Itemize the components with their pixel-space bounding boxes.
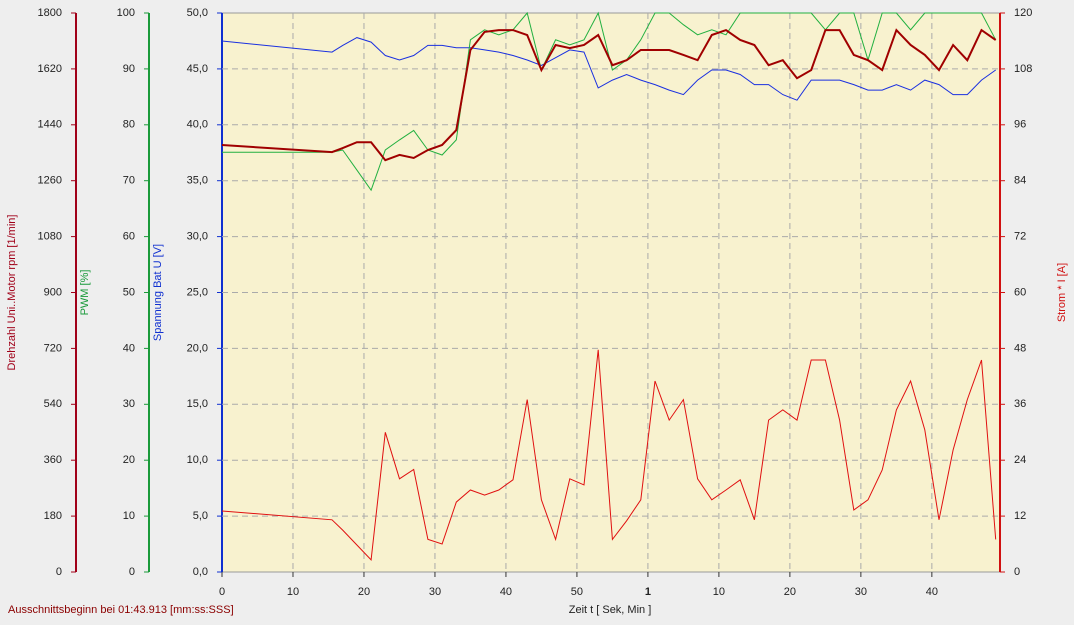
y-tick-label: 35,0 [187,175,208,187]
y-tick-label: 0,0 [193,566,208,578]
y-tick-label: 720 [44,342,62,354]
y-tick-label: 45,0 [187,63,208,75]
y-tick-label: 72 [1014,231,1026,243]
x-tick-label: 50 [571,586,583,598]
y-tick-label: 120 [1014,7,1032,19]
y-tick-label: 20 [123,454,135,466]
y-tick-label: 12 [1014,510,1026,522]
y-tick-label: 24 [1014,454,1026,466]
y-tick-label: 10,0 [187,454,208,466]
x-tick-label: 40 [500,586,512,598]
y-axis-label: Drehzahl Uni..Motor rpm [1/min] [6,215,18,371]
data-line [221,37,996,101]
y-tick-label: 48 [1014,342,1026,354]
y-axis-label: Spannung Bat U [V] [152,244,164,341]
y-tick-label: 30,0 [187,231,208,243]
x-tick-label: 10 [713,586,725,598]
y-tick-label: 70 [123,175,135,187]
x-tick-label: 40 [926,586,938,598]
x-axis-label: Zeit t [ Sek, Min ] [569,604,652,616]
x-tick-label: 20 [358,586,370,598]
y-tick-label: 0 [129,566,135,578]
y-tick-label: 360 [44,454,62,466]
x-tick-label: 30 [855,586,867,598]
y-tick-label: 1080 [38,231,62,243]
y-tick-label: 40 [123,342,135,354]
y-tick-label: 1620 [38,63,62,75]
data-line [221,28,997,162]
y-tick-label: 36 [1014,398,1026,410]
x-tick-label: 10 [287,586,299,598]
y-tick-label: 108 [1014,63,1032,75]
y-tick-label: 80 [123,119,135,131]
y-tick-label: 25,0 [187,286,208,298]
y-axis-label: PWM [%] [79,270,91,316]
y-tick-label: 1800 [38,7,62,19]
y-tick-label: 84 [1014,175,1026,187]
y-tick-label: 90 [123,63,135,75]
y-tick-label: 0 [56,566,62,578]
y-tick-label: 100 [117,7,135,19]
y-tick-label: 0 [1014,566,1020,578]
y-tick-label: 96 [1014,119,1026,131]
y-tick-label: 1260 [38,175,62,187]
y-tick-label: 540 [44,398,62,410]
x-tick-label: 1 [645,586,651,598]
y-tick-label: 20,0 [187,342,208,354]
y-tick-label: 60 [1014,286,1026,298]
y-tick-label: 1440 [38,119,62,131]
y-tick-label: 180 [44,510,62,522]
x-tick-label: 30 [429,586,441,598]
y-tick-label: 900 [44,286,62,298]
note: Ausschnittsbeginn bei 01:43.913 [mm:ss:S… [8,604,234,616]
x-tick-label: 0 [219,586,225,598]
y-tick-label: 50 [123,286,135,298]
y-tick-label: 30 [123,398,135,410]
x-tick-label: 20 [784,586,796,598]
y-tick-label: 15,0 [187,398,208,410]
y-tick-label: 10 [123,510,135,522]
y-tick-label: 40,0 [187,119,208,131]
y-tick-label: 50,0 [187,7,208,19]
plot-area [221,12,1001,573]
data-line [221,349,997,562]
y-tick-label: 5,0 [193,510,208,522]
y-tick-label: 60 [123,231,135,243]
y-axis-label: Strom * I [A] [1056,263,1068,322]
